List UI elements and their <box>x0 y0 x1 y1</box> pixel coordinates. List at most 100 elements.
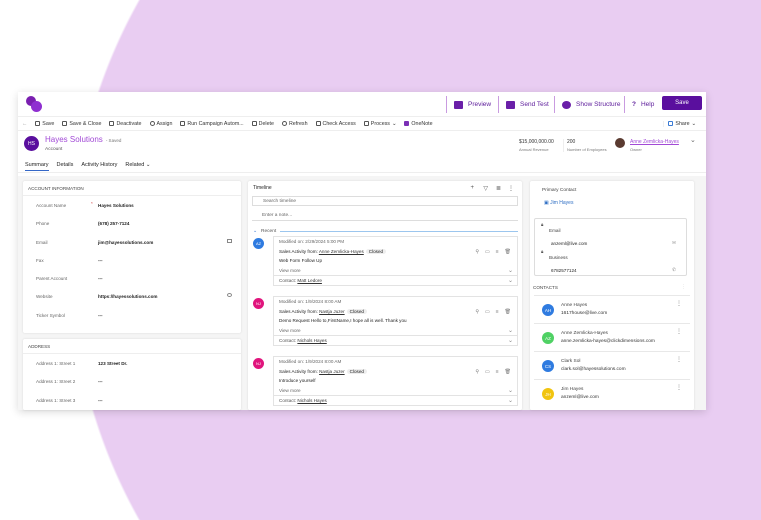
contact-item[interactable]: AZ Anne Zemlicka-Hayes anne.zemlicka-hayes… <box>534 323 690 351</box>
timeline-activity[interactable]: Modified on: 1/9/2024 8:00 AM Sales Acti… <box>273 296 518 346</box>
help-button[interactable]: ? Help <box>624 96 654 113</box>
activity-avatar: NJ <box>253 358 264 369</box>
chevron-down-icon: ⌄ <box>507 387 513 394</box>
view-more[interactable]: View more ⌄ <box>279 327 513 334</box>
refresh-icon <box>281 121 287 126</box>
command-check-access[interactable]: Check Access <box>315 121 356 127</box>
view-more[interactable]: View more ⌄ <box>279 267 513 274</box>
timeline-activity[interactable]: Modified on: 2/29/2024 5:00 PM Sales Act… <box>273 236 518 286</box>
share-button[interactable]: Share ⌄ <box>663 120 696 127</box>
command-delete[interactable]: Delete <box>251 121 274 127</box>
field-row: Address 1: Street 3 --- <box>36 397 103 403</box>
field-value[interactable]: Hayes Solutions <box>98 203 134 208</box>
field-value[interactable]: --- <box>98 257 103 263</box>
comment-icon[interactable]: ≡ <box>495 369 499 375</box>
chevron-down-icon[interactable]: ⌄ <box>507 338 513 344</box>
preview-button[interactable]: Preview <box>446 96 491 113</box>
phone-icon[interactable]: ✆ <box>672 267 676 272</box>
assign-icon[interactable]: ⚲ <box>475 249 479 255</box>
tab-summary[interactable]: Summary <box>25 162 49 171</box>
field-value[interactable]: (678) 257-7124 <box>98 221 130 227</box>
primary-contact-link[interactable]: ▣ Jim Hayes <box>544 200 574 206</box>
chevron-down-icon: ⌄ <box>507 327 513 334</box>
assign-icon[interactable]: ⚲ <box>475 369 479 375</box>
more-icon[interactable]: ⋮ <box>676 301 682 307</box>
primary-contact-card: 🔒︎ Email anzeml@live.com 🔒︎ Business 678… <box>534 218 687 276</box>
email-icon[interactable] <box>227 238 232 243</box>
chevron-down-icon[interactable]: ⌄ <box>690 137 696 144</box>
command-deactivate[interactable]: Deactivate <box>109 121 142 127</box>
open-icon[interactable]: ▭ <box>484 369 490 375</box>
command-process[interactable]: Process ⌄ <box>363 121 396 127</box>
tab-related[interactable]: Related ⌄ <box>125 162 151 168</box>
open-icon[interactable]: ▭ <box>484 249 490 255</box>
field-value[interactable]: --- <box>98 397 103 403</box>
more-icon[interactable]: ⋮ <box>508 186 514 192</box>
list-icon[interactable]: ≣ <box>495 186 501 192</box>
timeline-panel: Timeline + ▽ ≣ ⋮ Search timeline Enter a… <box>248 181 522 410</box>
delete-icon[interactable]: 🗑︎ <box>504 249 511 255</box>
add-icon[interactable]: + <box>470 185 474 191</box>
field-row: Address 1: Street 2 --- <box>36 379 103 385</box>
chevron-down-icon: ⌄ <box>253 229 258 234</box>
field-value[interactable]: --- <box>98 379 103 385</box>
field-value[interactable]: --- <box>98 276 103 282</box>
command-assign[interactable]: Assign <box>149 121 172 127</box>
view-more[interactable]: View more ⌄ <box>279 387 513 394</box>
globe-icon[interactable] <box>227 293 232 298</box>
comment-icon[interactable]: ≡ <box>495 309 499 315</box>
tab-activity-history[interactable]: Activity History <box>81 162 118 168</box>
preview-icon <box>454 100 463 109</box>
field-value[interactable]: --- <box>98 312 103 318</box>
field-value[interactable]: https://hayessolutions.com <box>98 294 158 300</box>
save-button[interactable]: Save <box>662 96 702 110</box>
field-value[interactable]: jim@hayessolutions.com <box>98 239 154 245</box>
timeline-activity[interactable]: Modified on: 1/9/2024 8:00 AM Sales Acti… <box>273 356 518 406</box>
email-icon[interactable]: ✉ <box>672 240 676 245</box>
more-icon[interactable]: ⋮ <box>681 284 686 290</box>
share-icon <box>668 121 674 126</box>
contact-item[interactable]: JH Jim Hayes anzeml@live.com ⋮ <box>534 379 690 407</box>
show-structure-button[interactable]: Show Structure <box>554 96 620 113</box>
field-row: Address 1: Street 1 123 Street Dr. <box>36 361 128 366</box>
contacts-title: CONTACTS <box>533 285 558 290</box>
open-icon[interactable]: ▭ <box>484 309 490 315</box>
more-icon[interactable]: ⋮ <box>676 357 682 363</box>
note-input[interactable]: Enter a note... <box>252 211 518 221</box>
save-icon <box>35 121 41 126</box>
right-panel: Primary Contact ▣ Jim Hayes 🔒︎ Email anz… <box>530 181 694 410</box>
employees: 200 Number of Employees <box>563 139 607 152</box>
chevron-down-icon[interactable]: ⌄ <box>507 398 513 404</box>
delete-icon[interactable]: 🗑︎ <box>504 309 511 315</box>
assign-icon <box>149 121 155 126</box>
contact-item[interactable]: CS Clark Sol clark.sol@hayessolutions.com ⋮ <box>534 351 690 379</box>
command-refresh[interactable]: Refresh <box>281 121 308 127</box>
more-icon[interactable]: ⋮ <box>676 385 682 391</box>
send-test-button[interactable]: Send Test <box>498 96 549 113</box>
onenote-icon <box>404 121 410 126</box>
assign-icon[interactable]: ⚲ <box>475 309 479 315</box>
contact-item[interactable]: AH Anne Hayes 1617house@live.com ⋮ <box>534 295 690 323</box>
contact-phone[interactable]: 6782577124 <box>551 268 577 273</box>
command-save-close[interactable]: Save & Close <box>62 121 101 127</box>
activity-avatar: NJ <box>253 298 264 309</box>
back-icon[interactable]: ← <box>22 120 28 127</box>
more-icon[interactable]: ⋮ <box>676 329 682 335</box>
command-save[interactable]: Save <box>35 121 54 127</box>
tab-details[interactable]: Details <box>56 162 74 168</box>
contact-email[interactable]: anzeml@live.com <box>551 241 588 246</box>
command-run-campaign[interactable]: Run Campaign Autom... <box>180 121 244 127</box>
account-information-section: ACCOUNT INFORMATION Account Name * Hayes S… <box>23 181 241 333</box>
lock-icon: 🔒︎ <box>541 249 544 254</box>
search-timeline-input[interactable]: Search timeline <box>252 196 518 206</box>
chevron-down-icon[interactable]: ⌄ <box>507 278 513 284</box>
comment-icon[interactable]: ≡ <box>495 249 499 255</box>
command-onenote[interactable]: OneNote <box>404 121 433 127</box>
filter-icon[interactable]: ▽ <box>483 186 488 192</box>
field-row: Fax --- <box>36 257 103 263</box>
delete-icon[interactable]: 🗑︎ <box>504 369 511 375</box>
required-icon: * <box>91 201 93 206</box>
app-logo <box>26 96 42 112</box>
recent-group[interactable]: ⌄ Recent <box>253 229 518 234</box>
field-value[interactable]: 123 Street Dr. <box>98 361 128 366</box>
